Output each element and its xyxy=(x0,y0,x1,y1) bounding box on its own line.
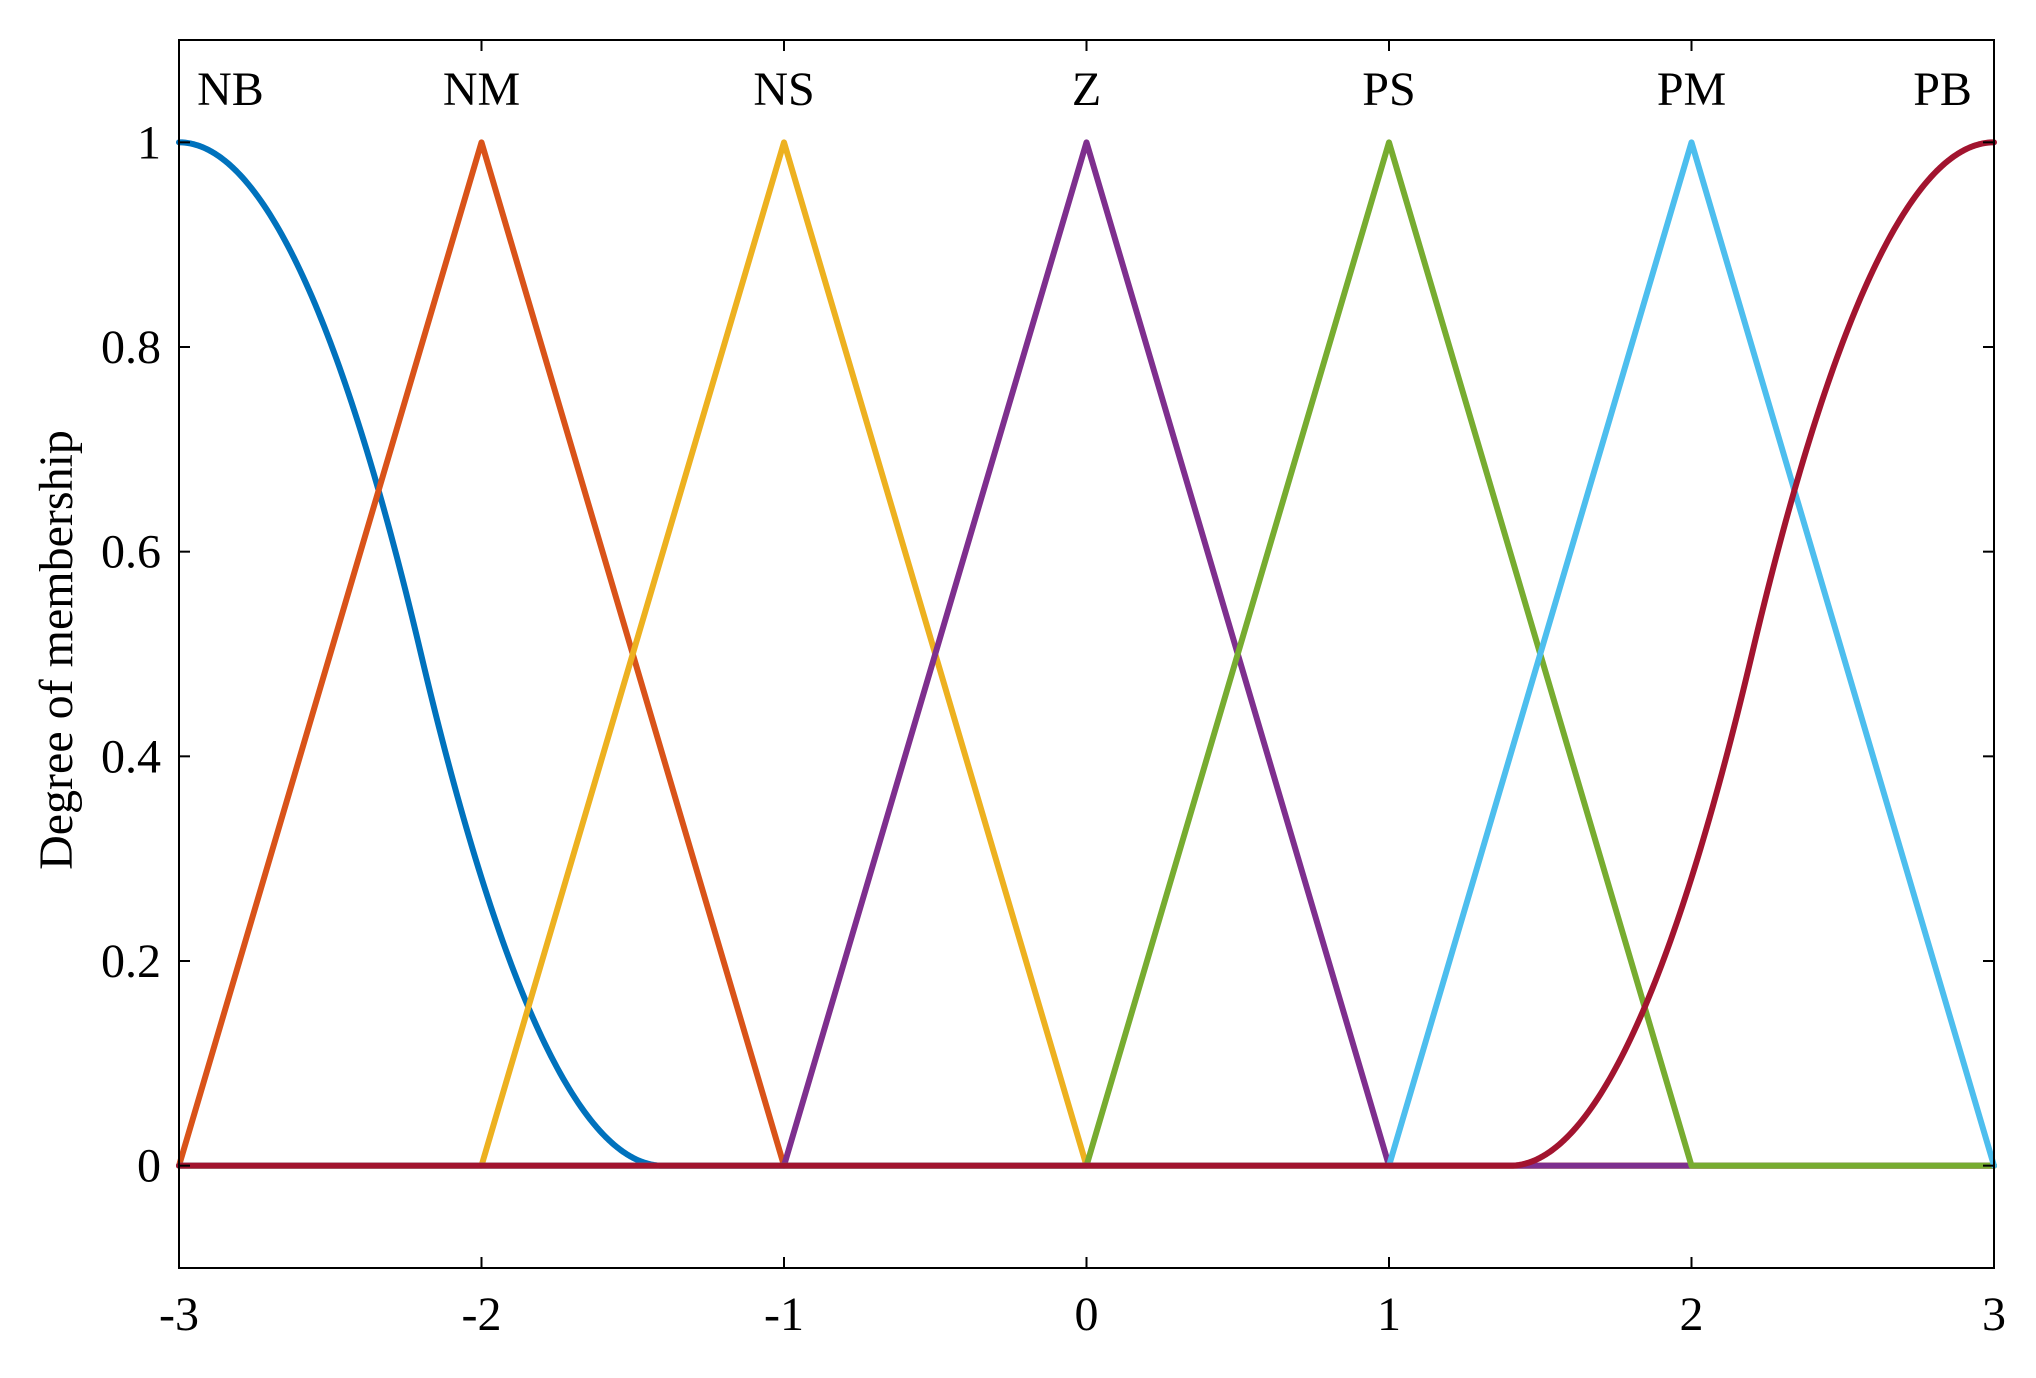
curve-label-ns: NS xyxy=(753,63,814,116)
y-tick-label: 0.8 xyxy=(101,321,161,374)
curve-label-pm: PM xyxy=(1657,63,1726,116)
curve-label-nb: NB xyxy=(197,63,264,116)
x-tick-label: 1 xyxy=(1377,1288,1401,1341)
series-line-nb xyxy=(176,139,1997,1169)
tick-layer: -3 -2 -1 0 1 2 3 0 0.2 0.4 0.6 0.8 1 xyxy=(101,40,2006,1341)
y-tick-label: 0.2 xyxy=(101,935,161,988)
series-layer xyxy=(176,139,1997,1169)
curve-label-nm: NM xyxy=(443,63,520,116)
x-tick-label: 2 xyxy=(1680,1288,1704,1341)
annotation-layer: NB NM NS Z PS PM PB xyxy=(197,63,1972,116)
series-line-ps xyxy=(176,139,1997,1169)
y-tick-label: 0.6 xyxy=(101,526,161,579)
curve-label-ps: PS xyxy=(1362,63,1415,116)
curve-label-pb: PB xyxy=(1913,63,1972,116)
series-line-z xyxy=(176,139,1997,1169)
axes-frame xyxy=(178,39,1995,1269)
y-axis-label: Degree of membership xyxy=(30,430,83,870)
x-tick-label: -3 xyxy=(159,1288,199,1341)
x-tick-label: -1 xyxy=(764,1288,804,1341)
curve-label-z: Z xyxy=(1072,63,1101,116)
plot-border xyxy=(178,39,1995,1269)
y-tick-label: 0 xyxy=(137,1140,161,1193)
series-line-pm xyxy=(176,139,1997,1169)
y-tick-label: 1 xyxy=(137,116,161,169)
series-line-ns xyxy=(176,139,1997,1169)
series-line-pb xyxy=(176,139,1997,1169)
y-tick-label: 0.4 xyxy=(101,730,161,783)
x-tick-label: 3 xyxy=(1982,1288,2006,1341)
x-tick-label: 0 xyxy=(1075,1288,1099,1341)
series-line-nm xyxy=(176,139,1997,1169)
x-tick-label: -2 xyxy=(462,1288,502,1341)
